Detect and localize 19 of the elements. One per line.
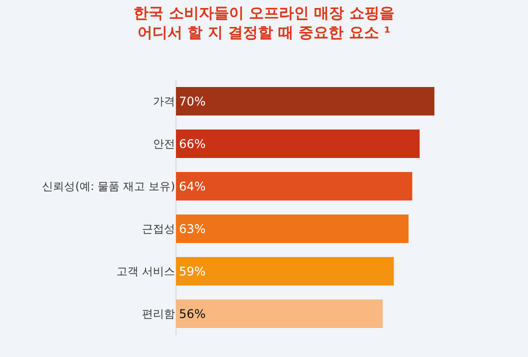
data-label: 64% [179, 179, 206, 194]
y-tick-label: 가격 [153, 95, 175, 108]
bar [176, 130, 420, 158]
data-label: 66% [179, 136, 206, 151]
data-label: 59% [179, 264, 206, 278]
y-tick-label: 근접성 [142, 222, 175, 236]
y-tick-label: 고객 서비스 [116, 265, 175, 278]
y-tick-label: 안전 [153, 138, 175, 151]
y-tick-label: 편리함 [142, 308, 175, 321]
data-label: 56% [179, 306, 206, 321]
data-label: 70% [179, 94, 206, 108]
bar [176, 214, 409, 243]
bar [176, 257, 394, 286]
bar [176, 87, 434, 116]
data-label: 63% [179, 222, 206, 236]
chart-title: 한국 소비자들이 오프라인 매장 쇼핑을 어디서 할 지 결정할 때 중요한 요소 ¹ [134, 4, 394, 42]
bar [176, 172, 412, 200]
y-tick-label: 신뢰성(예: 물품 재고 보유) [42, 180, 175, 194]
bar [176, 300, 383, 328]
